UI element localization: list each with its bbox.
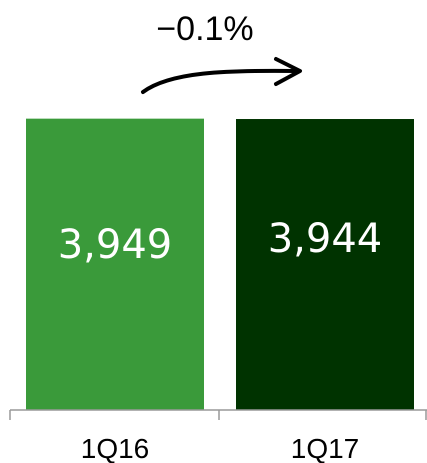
x-tick-label-1q16: 1Q16 [81, 433, 150, 463]
bar-1q16 [26, 118, 204, 411]
x-axis [9, 409, 427, 420]
bar-1q17 [236, 119, 414, 410]
data-label-1q17: 3,944 [268, 216, 383, 262]
x-tick-label-1q17: 1Q17 [291, 433, 360, 463]
data-label-1q16: 3,949 [58, 222, 173, 268]
trend-arrow-icon [141, 57, 302, 94]
change-annotation: −0.1% [156, 10, 253, 48]
